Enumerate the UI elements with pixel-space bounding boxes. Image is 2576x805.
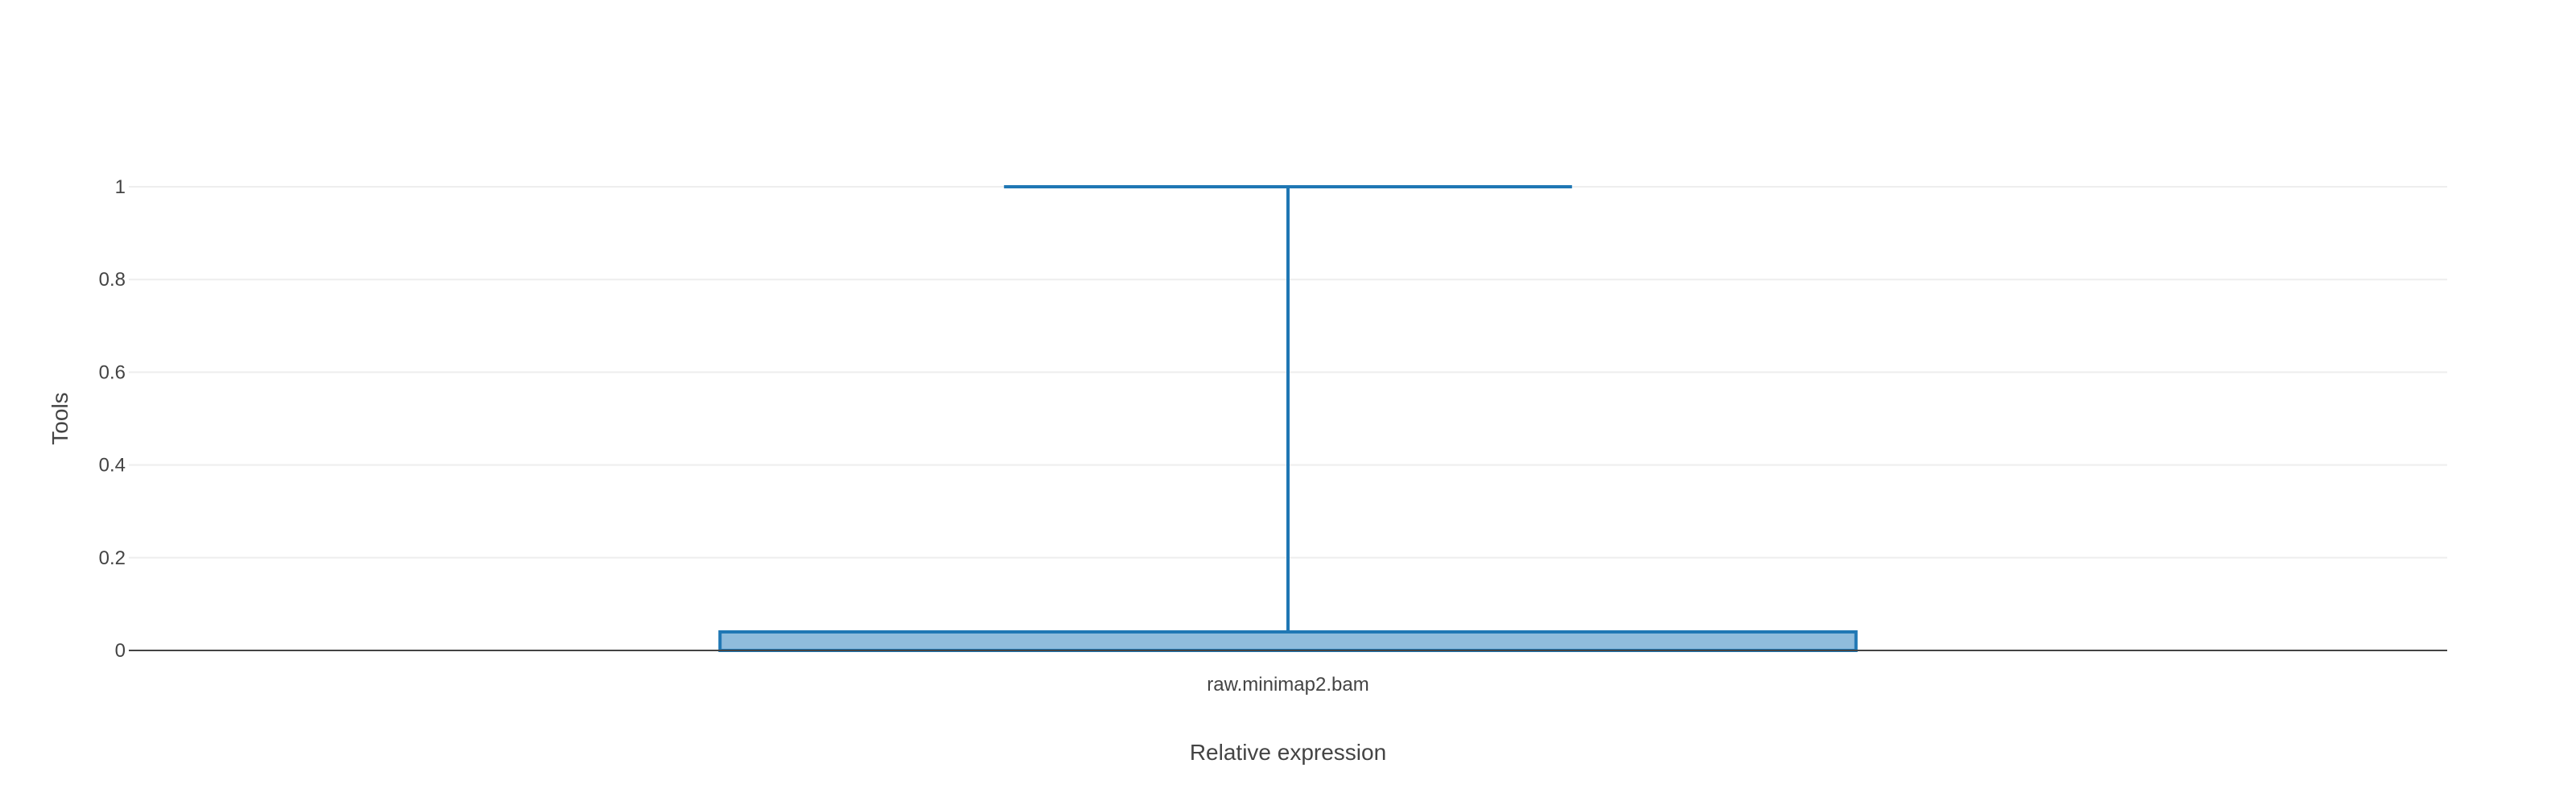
y-tick-label: 0.2 <box>99 547 126 569</box>
y-tick-label: 0.8 <box>99 269 126 291</box>
y-tick-label: 0.4 <box>99 455 126 477</box>
y-tick-label: 0 <box>115 640 126 662</box>
x-tick-label: raw.minimap2.bam <box>1207 674 1368 696</box>
y-tick-label: 0.6 <box>99 361 126 383</box>
x-axis-title: Relative expression <box>1190 740 1386 765</box>
y-axis-ticks: 0 0.2 0.4 0.6 0.8 1 <box>99 176 126 662</box>
y-axis-title: Tools <box>47 392 72 444</box>
y-tick-label: 1 <box>115 176 126 198</box>
box-iqr <box>718 630 1858 653</box>
x-axis-ticks: raw.minimap2.bam <box>1207 674 1368 696</box>
